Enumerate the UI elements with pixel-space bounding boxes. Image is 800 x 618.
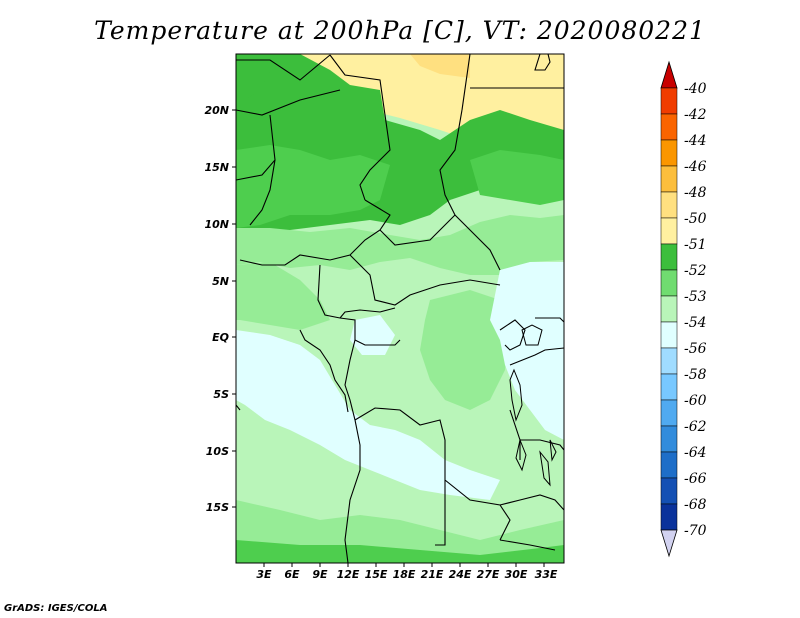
legend-label: -46 [684, 159, 707, 175]
map-title: Temperature at 200hPa [C], VT: 202008022… [94, 16, 706, 45]
legend-label: -44 [684, 133, 707, 149]
lon-axis: 3E 6E 9E 12E 15E 18E 21E 24E 27E 30E 33E [256, 563, 558, 581]
legend-label: -52 [684, 263, 707, 279]
legend-swatch [660, 269, 678, 297]
legend-label: -62 [684, 419, 707, 435]
lat-axis: 20N 15N 10N 5N EQ 5S 10S 15S [204, 104, 236, 514]
legend-label: -66 [684, 471, 707, 487]
legend-swatch [660, 165, 678, 193]
legend-label: -40 [684, 81, 707, 97]
legend-swatch [660, 477, 678, 505]
legend-swatch [660, 113, 678, 141]
lat-label: EQ [212, 331, 229, 344]
field-light-green-wcoast [236, 262, 330, 330]
legend-label: -70 [684, 523, 707, 539]
lon-label: 15E [365, 568, 388, 581]
map-plot-area [236, 54, 564, 563]
lon-label: 21E [421, 568, 444, 581]
lat-label: 15N [204, 161, 229, 174]
legend-swatch [660, 425, 678, 453]
legend-swatch [660, 399, 678, 427]
credit-text: GrADS: IGES/COLA [4, 603, 108, 614]
legend-top-triangle [660, 60, 678, 89]
lon-label: 30E [505, 568, 528, 581]
lat-label: 15S [206, 501, 229, 514]
legend-swatch [660, 87, 678, 115]
color-legend: -40 -42 -44 -46 -48 -50 -51 -52 -53 -54 … [660, 60, 707, 558]
legend-label: -51 [684, 237, 707, 253]
lon-label: 24E [449, 568, 472, 581]
legend-label: -64 [684, 445, 707, 461]
legend-label: -56 [684, 341, 707, 357]
map-frame [235, 53, 565, 564]
lakes [509, 324, 557, 487]
legend-label: -68 [684, 497, 707, 513]
field-pale-cyan-east [490, 262, 564, 440]
field-dark-green-nw [236, 54, 280, 100]
legend-swatch [660, 321, 678, 349]
legend-swatch [660, 139, 678, 167]
legend-swatch [660, 295, 678, 323]
legend-bottom-triangle [660, 529, 678, 558]
legend-label: -48 [684, 185, 707, 201]
field-light-green-mid [236, 215, 564, 275]
lon-label: 18E [393, 568, 416, 581]
lat-label: 5N [212, 275, 229, 288]
legend-swatch [660, 347, 678, 375]
lon-label: 33E [535, 568, 558, 581]
country-borders [236, 54, 564, 563]
lon-label: 27E [477, 568, 500, 581]
lat-label: 10S [206, 445, 229, 458]
lon-label: 3E [256, 568, 272, 581]
legend-label: -54 [684, 315, 707, 331]
legend-label: -53 [684, 289, 707, 305]
legend-swatch [660, 217, 678, 245]
lon-label: 12E [337, 568, 360, 581]
legend-label: -42 [684, 107, 707, 123]
field-medium-green-east [470, 150, 564, 205]
legend-swatch [660, 503, 678, 531]
legend-bar [660, 87, 678, 531]
lat-label: 5S [213, 388, 229, 401]
legend-swatch [660, 191, 678, 219]
legend-label: -60 [684, 393, 707, 409]
legend-label: -58 [684, 367, 707, 383]
lat-label: 10N [204, 218, 229, 231]
field-pale-cyan-west [236, 330, 500, 500]
legend-swatch [660, 243, 678, 271]
lon-label: 6E [284, 568, 300, 581]
lat-label: 20N [204, 104, 229, 117]
field-medium-green-south [236, 540, 564, 563]
field-light-green-center [420, 290, 510, 410]
lon-label: 9E [312, 568, 328, 581]
legend-swatch [660, 373, 678, 401]
field-north-orange [410, 54, 470, 78]
legend-swatch [660, 451, 678, 479]
legend-label: -50 [684, 211, 707, 227]
